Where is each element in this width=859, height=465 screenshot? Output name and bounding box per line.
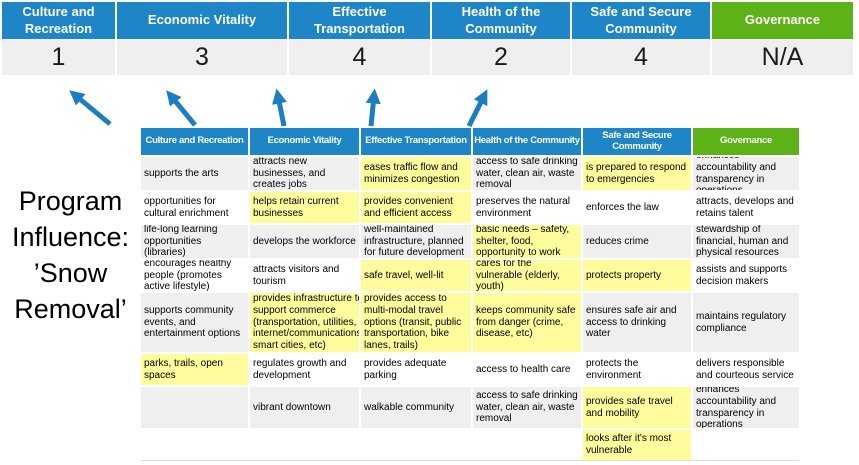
matrix-cell: cares for the vulnerable (elderly, youth… [473,260,581,291]
summary-header: Effective Transportation [289,2,430,39]
matrix-cell: well-maintained infrastructure, planned … [361,225,471,258]
up-arrow-5 [466,89,488,128]
summary-column: Economic Vitality 3 [117,2,287,75]
matrix-cell: reduces crime [583,225,691,258]
matrix-cell: access to safe drinking water, clean air… [473,157,581,190]
matrix-cell: provides convenient and efficient access [361,192,471,223]
up-arrow-1 [69,90,112,126]
matrix-cell: opportunities for cultural enrichment [141,192,248,223]
matrix-header: Culture and Recreation [141,128,248,155]
up-arrow-3 [272,88,287,127]
matrix-cell: access to safe drinking water, clean air… [473,387,581,428]
up-arrow-4 [365,88,381,127]
matrix-cell: is prepared to respond to emergencies [583,157,691,190]
matrix-cell [693,430,799,460]
matrix-cell: encourages healthy people (promotes acti… [141,260,248,291]
matrix-cell: enhances accountability and transparency… [693,157,799,190]
matrix-header: Economic Vitality [250,128,359,155]
summary-band: Culture and Recreation 1 Economic Vitality… [2,2,853,75]
matrix-cell: regulates growth and development [250,354,359,385]
matrix-cell: enhances accountability and transparency… [693,387,799,428]
matrix-cell: supports the arts [141,157,248,190]
program-influence-line: ’Snow [33,257,108,288]
matrix-cell: attracts visitors and tourism [250,260,359,291]
matrix-cell: enforces the law [583,192,691,223]
program-influence-line: Program [18,186,123,216]
matrix-cell [361,430,471,460]
program-influence-line: Influence: [11,221,130,252]
matrix-header: Safe and Secure Community [583,128,691,155]
summary-score: 4 [289,39,430,75]
program-influence-label: Program Influence: ’Snow Removal’ [0,184,141,328]
summary-score: 3 [117,39,287,75]
matrix-cell: attracts, develops and retains talent [693,192,799,223]
up-arrow-2 [166,90,197,127]
matrix-cell: delivers responsible and courteous servi… [693,354,799,385]
matrix-cell: provides infrastructure to support comme… [250,293,359,352]
matrix-cell: provides safe travel and mobility [583,387,691,428]
matrix-cell: provides adequate parking [361,354,471,385]
matrix-header: Effective Transportation [361,128,471,155]
matrix-cell [141,387,248,428]
matrix-cell: assists and supports decision makers [693,260,799,291]
matrix-cell: eases traffic flow and minimizes congest… [361,157,471,190]
matrix-cell: vibrant downtown [250,387,359,428]
matrix-cell: attracts new businesses, and creates job… [250,157,359,190]
matrix-cell: supports community events, and entertain… [141,293,248,352]
summary-score: 1 [2,39,115,75]
matrix-cell: parks, trails, open spaces [141,354,248,385]
matrix-cell: basic needs – safety, shelter, food, opp… [473,225,581,258]
matrix-cell: maintains regulatory compliance [693,293,799,352]
matrix-header: Health of the Community [473,128,581,155]
matrix-cell: preserves the natural environment [473,192,581,223]
summary-column: Effective Transportation 4 [289,2,430,75]
matrix-cell: life-long learning opportunities (librar… [141,225,248,258]
matrix-cell: protects the environment [583,354,691,385]
summary-header: Governance [712,2,853,39]
matrix-cell: ensures safe air and access to drinking … [583,293,691,352]
matrix-cell: access to health care [473,354,581,385]
matrix-cell: stewardship of financial, human and phys… [693,225,799,258]
matrix-cell: helps retain current businesses [250,192,359,223]
matrix-header: Governance [693,128,799,155]
matrix-cell: provides access to multi-modal travel op… [361,293,471,352]
matrix-cell [473,430,581,460]
matrix-cell: protects property [583,260,691,291]
summary-score: 2 [432,39,570,75]
summary-column: Governance N/A [712,2,853,75]
summary-score: N/A [712,39,853,75]
summary-header: Economic Vitality [117,2,287,39]
matrix-cell [141,430,248,460]
influence-matrix: Culture and Recreation Economic Vitality E… [141,128,799,461]
summary-column: Culture and Recreation 1 [2,2,115,75]
matrix-cell: keeps community safe from danger (crime,… [473,293,581,352]
summary-header: Safe and Secure Community [572,2,710,39]
matrix-cell: looks after it's most vulnerable [583,430,691,460]
matrix-cell [250,430,359,460]
matrix-cell: safe travel, well-lit [361,260,471,291]
summary-score: 4 [572,39,710,75]
summary-header: Health of the Community [432,2,570,39]
matrix-cell: develops the workforce [250,225,359,258]
summary-column: Health of the Community 2 [432,2,570,75]
summary-column: Safe and Secure Community 4 [572,2,710,75]
program-influence-line: Removal’ [14,293,127,324]
summary-header: Culture and Recreation [2,2,115,39]
matrix-cell: walkable community [361,387,471,428]
